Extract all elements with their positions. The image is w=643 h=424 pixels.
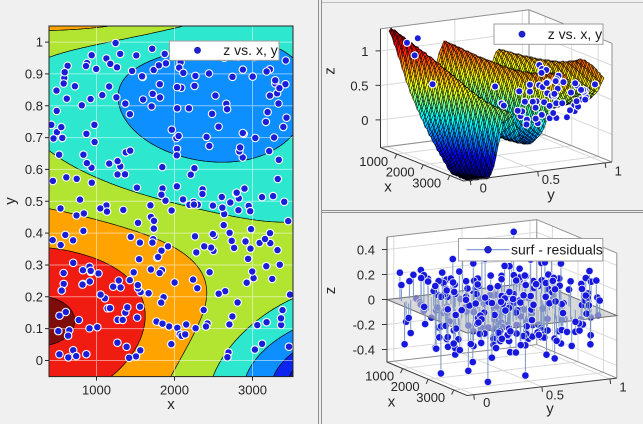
- svg-text:-0.2: -0.2: [353, 318, 375, 333]
- svg-text:1000: 1000: [365, 369, 394, 384]
- svg-text:0.8: 0.8: [25, 98, 43, 113]
- svg-text:0: 0: [480, 181, 487, 196]
- svg-text:0.5: 0.5: [546, 387, 564, 402]
- svg-text:0.3: 0.3: [25, 258, 43, 273]
- svg-text:3000: 3000: [412, 175, 441, 190]
- svg-text:0.6: 0.6: [25, 162, 43, 177]
- svg-text:0.2: 0.2: [25, 289, 43, 304]
- svg-text:z: z: [322, 287, 339, 295]
- svg-text:0.1: 0.1: [25, 321, 43, 336]
- svg-text:0.9: 0.9: [25, 66, 43, 81]
- svg-text:surf - residuals: surf - residuals: [511, 241, 603, 257]
- svg-text:1: 1: [361, 44, 368, 59]
- svg-text:2000: 2000: [160, 383, 189, 398]
- svg-text:0.4: 0.4: [357, 243, 375, 258]
- svg-text:z: z: [322, 67, 339, 75]
- svg-text:x: x: [167, 396, 175, 413]
- svg-text:x: x: [388, 394, 396, 411]
- svg-text:2000: 2000: [386, 165, 415, 180]
- svg-text:y: y: [2, 197, 19, 205]
- svg-text:1000: 1000: [359, 154, 388, 169]
- svg-text:3000: 3000: [416, 390, 445, 405]
- svg-text:z vs. x, y: z vs. x, y: [548, 26, 602, 42]
- svg-text:0.5: 0.5: [542, 172, 560, 187]
- svg-text:0: 0: [483, 395, 490, 410]
- svg-text:z vs. x, y: z vs. x, y: [223, 42, 277, 58]
- svg-text:y: y: [547, 187, 555, 204]
- svg-text:0: 0: [361, 113, 368, 128]
- svg-text:0: 0: [368, 293, 375, 308]
- svg-text:0: 0: [36, 353, 43, 368]
- svg-text:y: y: [546, 401, 554, 418]
- svg-text:0.7: 0.7: [25, 130, 43, 145]
- svg-text:0.4: 0.4: [25, 226, 43, 241]
- svg-text:1: 1: [615, 163, 622, 178]
- svg-text:x: x: [384, 179, 392, 196]
- svg-text:1000: 1000: [82, 383, 111, 398]
- svg-text:-0.4: -0.4: [353, 343, 375, 358]
- svg-text:1: 1: [619, 379, 626, 394]
- svg-text:3000: 3000: [238, 383, 267, 398]
- svg-text:0.5: 0.5: [25, 194, 43, 209]
- svg-text:0.2: 0.2: [357, 268, 375, 283]
- svg-text:2000: 2000: [391, 379, 420, 394]
- svg-text:0.5: 0.5: [350, 78, 368, 93]
- svg-text:1: 1: [36, 35, 43, 50]
